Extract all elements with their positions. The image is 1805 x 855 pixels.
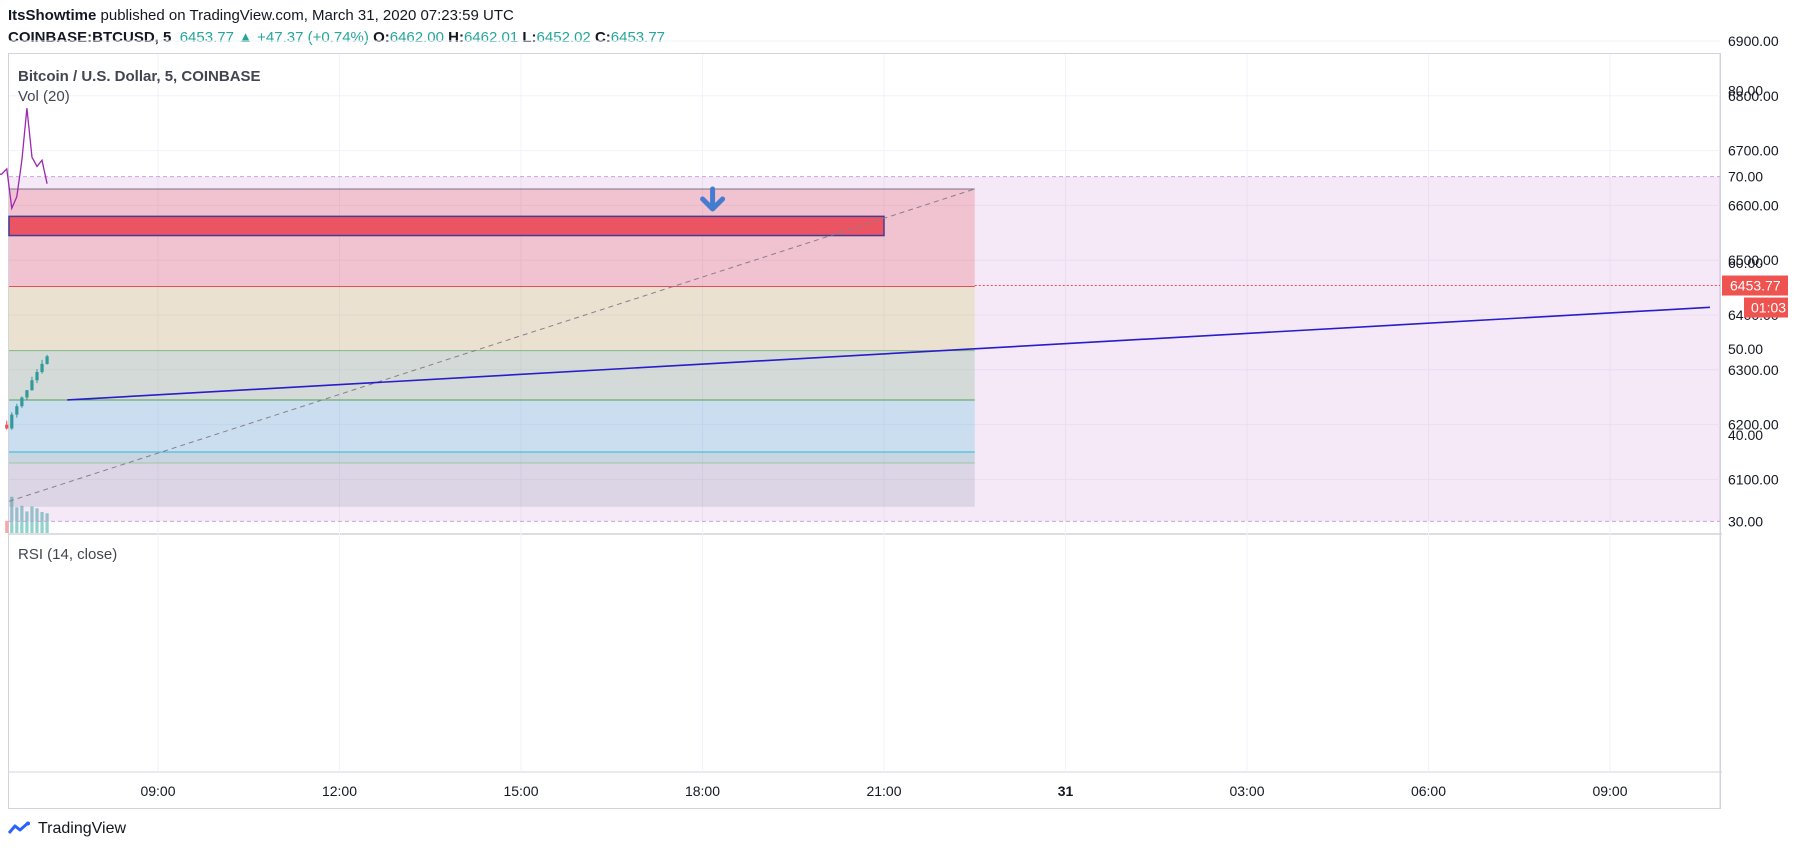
volume-bar xyxy=(35,508,39,533)
open-value: 6462.00 xyxy=(389,29,444,46)
price-tick-label: 6500.00 xyxy=(1728,252,1779,268)
author-name[interactable]: ItsShowtime xyxy=(8,7,97,24)
volume-bars xyxy=(5,496,49,533)
last-price-tag xyxy=(1722,275,1788,296)
time-tick-label: 15:00 xyxy=(503,783,538,799)
rsi-label[interactable]: RSI (14, close) xyxy=(18,546,118,563)
countdown-tag xyxy=(1744,297,1788,318)
fib-zone xyxy=(9,188,975,287)
rsi-line xyxy=(0,108,48,211)
countdown-tag-label: 01:03 xyxy=(1751,300,1786,316)
time-tick-label: 09:00 xyxy=(1592,783,1627,799)
rsi-tick-label: 60.00 xyxy=(1728,255,1763,271)
time-tick-label: 12:00 xyxy=(322,783,357,799)
fib-zones xyxy=(8,188,975,507)
price-tick-label: 6900.00 xyxy=(1728,33,1779,49)
candle-body xyxy=(45,356,49,364)
volume-bar xyxy=(20,505,24,533)
candle-body xyxy=(5,424,9,429)
volume-bar xyxy=(30,506,34,533)
fib-zone xyxy=(9,399,975,452)
footer-brand[interactable]: TradingView xyxy=(8,820,126,838)
change-value: +47.37 (+0.74%) xyxy=(257,29,369,46)
axes: 6900.006800.006700.006600.006500.006400.… xyxy=(140,33,1788,799)
volume-bar xyxy=(25,511,29,533)
published-text: published on TradingView.com, March 31, … xyxy=(96,7,514,24)
price-tick-label: 6200.00 xyxy=(1728,417,1779,433)
rsi-tick-label: 40.00 xyxy=(1728,427,1763,443)
volume-bar xyxy=(40,511,44,533)
candle-body xyxy=(20,397,24,407)
fib-zone xyxy=(9,286,975,351)
price-tick-label: 6700.00 xyxy=(1728,143,1779,159)
time-tick-label: 06:00 xyxy=(1411,783,1446,799)
rsi-tick-label: 30.00 xyxy=(1728,513,1763,529)
grid-lines xyxy=(9,40,1722,808)
low-value: 6452.02 xyxy=(536,29,591,46)
rsi-pane xyxy=(0,108,1720,522)
candle-body xyxy=(15,406,19,415)
price-tick-label: 6600.00 xyxy=(1728,197,1779,213)
close-value: 6453.77 xyxy=(610,29,666,46)
publisher-line: ItsShowtime published on TradingView.com… xyxy=(8,7,514,24)
open-label: O: xyxy=(373,29,390,46)
candle-body xyxy=(10,414,14,429)
symbol-label: COINBASE:BTCUSD, 5 xyxy=(8,29,172,46)
price-tick-label: 6300.00 xyxy=(1728,362,1779,378)
rsi-tick-label: 80.00 xyxy=(1728,82,1763,98)
volume-bar xyxy=(10,496,14,533)
price-tick-label: 6100.00 xyxy=(1728,471,1779,487)
time-tick-label: 03:00 xyxy=(1229,783,1264,799)
resistance-box xyxy=(8,215,885,237)
fib-zone xyxy=(9,462,975,507)
low-label: L: xyxy=(522,29,537,46)
time-tick-label: 18:00 xyxy=(685,783,720,799)
candle-body xyxy=(30,380,34,391)
candle-body xyxy=(40,363,44,373)
ohlc-line: COINBASE:BTCUSD, 5 6453.77 ▲ +47.37 (+0.… xyxy=(8,29,665,46)
change-up-icon: ▲ xyxy=(238,29,253,46)
drawings[interactable] xyxy=(8,186,1720,502)
high-value: 6462.01 xyxy=(463,29,519,46)
volume-bar xyxy=(15,507,19,533)
volume-bar xyxy=(45,513,49,533)
down-arrow-icon xyxy=(700,186,726,212)
last-price-tag-label: 6453.77 xyxy=(1730,278,1781,294)
rsi-tick-label: 50.00 xyxy=(1728,341,1763,357)
footer-brand-label: TradingView xyxy=(38,820,127,837)
price-tick-label: 6800.00 xyxy=(1728,88,1779,104)
volume-bar xyxy=(5,520,9,533)
high-label: H: xyxy=(448,29,464,46)
rsi-tick-label: 70.00 xyxy=(1728,169,1763,185)
volume-label[interactable]: Vol (20) xyxy=(18,88,70,105)
tradingview-logo-icon xyxy=(8,821,30,834)
fib-zone xyxy=(9,452,975,463)
candle-body xyxy=(35,372,39,381)
candlesticks xyxy=(5,354,49,430)
support-trendline xyxy=(67,306,1711,401)
last-price: 6453.77 xyxy=(179,29,234,46)
close-label: C: xyxy=(594,29,611,46)
time-tick-label: 31 xyxy=(1058,783,1074,799)
fib-trend-line xyxy=(8,188,975,502)
time-tick-label: 09:00 xyxy=(140,783,175,799)
rsi-band xyxy=(9,176,1720,522)
main-pane-title[interactable]: Bitcoin / U.S. Dollar, 5, COINBASE xyxy=(18,68,261,85)
time-tick-label: 21:00 xyxy=(866,783,901,799)
candle-body xyxy=(25,390,29,398)
